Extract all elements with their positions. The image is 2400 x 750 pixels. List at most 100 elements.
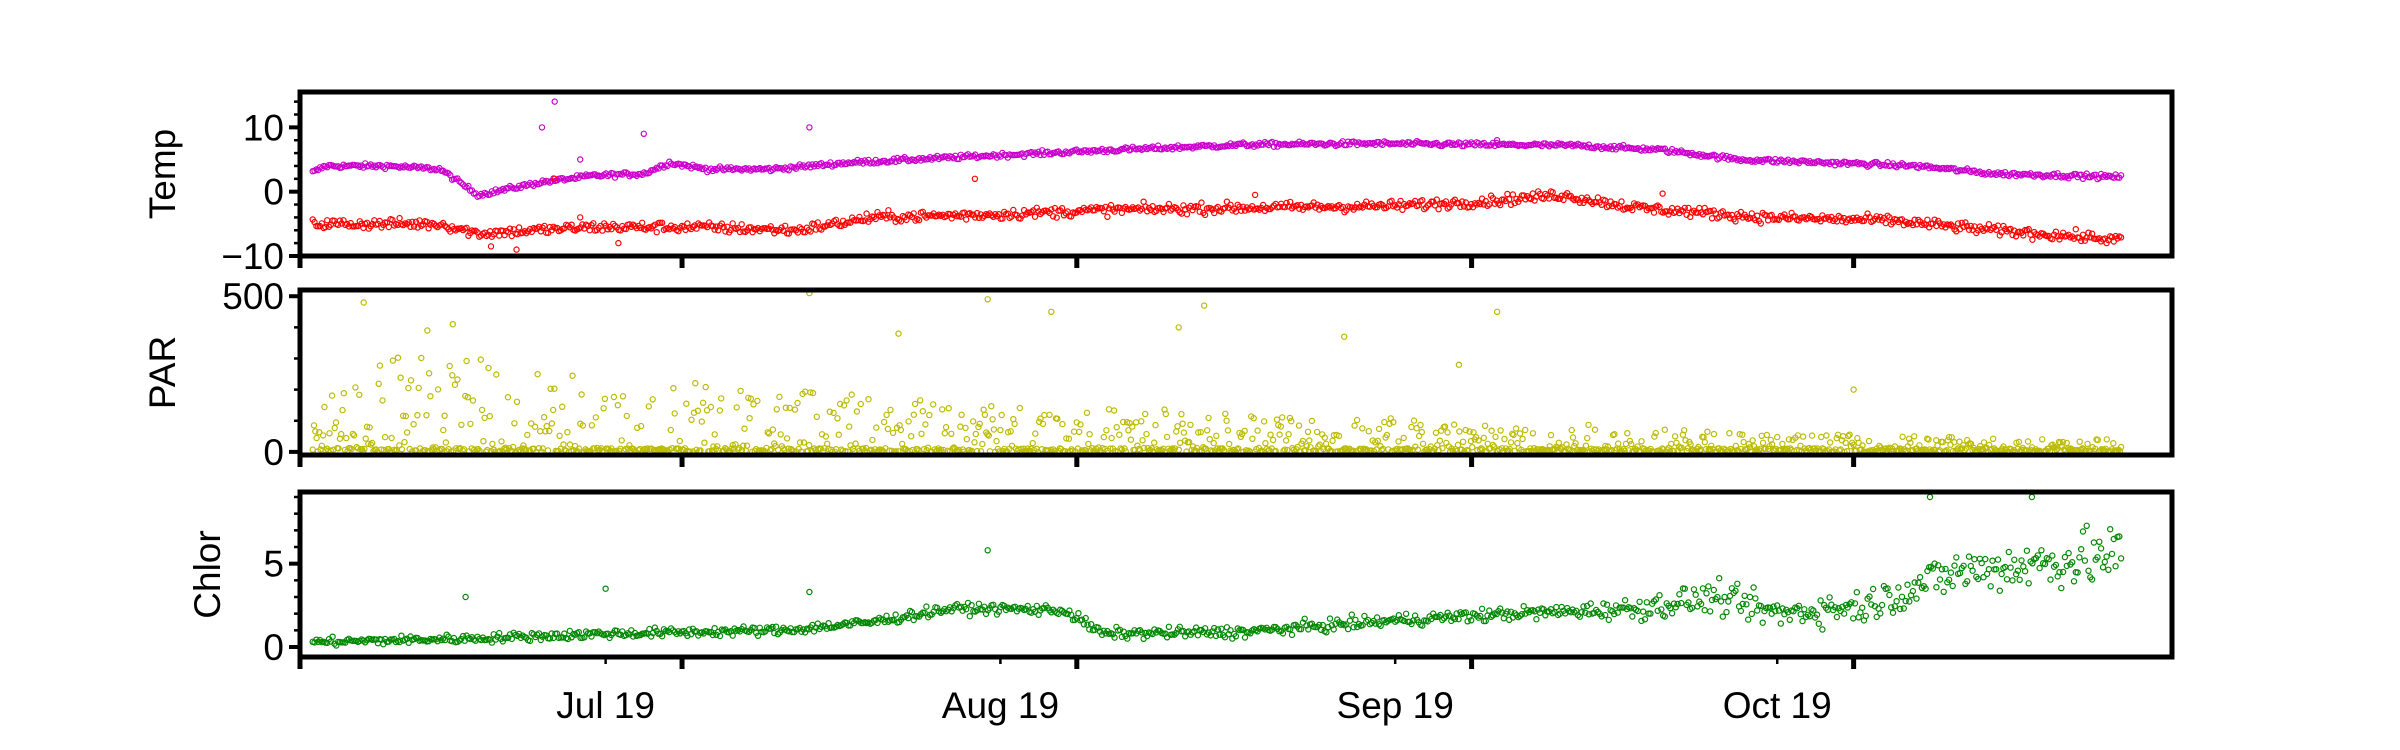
data-point [539, 445, 547, 452]
data-point [1408, 620, 1415, 628]
data-point [361, 445, 368, 453]
data-point [1297, 626, 1305, 633]
data-point [1287, 418, 1295, 425]
data-point [1665, 211, 1672, 218]
data-point [1127, 436, 1135, 443]
data-point [1877, 213, 1884, 221]
data-point [1341, 208, 1348, 216]
data-point [637, 422, 645, 430]
data-point [918, 430, 925, 437]
data-point [478, 406, 486, 414]
panel-frame [297, 287, 2175, 458]
data-point [310, 422, 318, 429]
data-point [1104, 213, 1111, 220]
data-point [375, 380, 382, 387]
data-point [1477, 612, 1484, 620]
data-point [1759, 619, 1766, 626]
data-point [1308, 417, 1316, 425]
data-point [905, 418, 912, 425]
data-point [1134, 442, 1141, 449]
data-point [1753, 607, 1761, 614]
data-point [1980, 574, 1987, 581]
data-point [1329, 437, 1336, 444]
data-point [1815, 620, 1823, 627]
data-point [966, 613, 974, 620]
data-point [599, 227, 606, 234]
data-point [1189, 145, 1196, 152]
data-point [648, 633, 655, 640]
data-point [778, 224, 785, 231]
data-point [513, 398, 521, 405]
x-tick-label: Oct 19 [1723, 685, 1832, 726]
data-point [2054, 233, 2061, 240]
data-point [316, 429, 323, 436]
data-point [883, 215, 890, 222]
data-point [2011, 556, 2018, 564]
data-point [1172, 428, 1180, 435]
data-point [852, 440, 859, 447]
data-point [1685, 599, 1692, 606]
data-point [1272, 139, 1279, 147]
data-point [1105, 205, 1113, 212]
data-point [451, 381, 459, 388]
data-point [1611, 431, 1618, 438]
data-point [1627, 440, 1635, 448]
data-point [1706, 446, 1714, 453]
data-point [1965, 553, 1973, 560]
data-point [528, 420, 535, 427]
data-point [1510, 431, 1517, 439]
data-point [1785, 436, 1793, 443]
data-point [834, 221, 841, 228]
data-point [1113, 424, 1120, 431]
data-point [1435, 613, 1442, 620]
data-point [1167, 207, 1174, 214]
data-point [1304, 428, 1312, 435]
data-point [963, 216, 970, 223]
data-point [1229, 207, 1236, 214]
data-point [741, 425, 748, 432]
data-point [1037, 415, 1044, 422]
data-point [1898, 593, 1906, 601]
data-point [985, 432, 993, 439]
data-point [1910, 433, 1918, 440]
data-point [769, 426, 777, 433]
data-point [2036, 564, 2043, 572]
data-point [1413, 425, 1420, 432]
data-point [1295, 422, 1303, 429]
data-point [805, 442, 813, 449]
data-point [1692, 591, 1699, 598]
data-point [1618, 198, 1625, 205]
data-point [2012, 571, 2020, 578]
data-point-peak [1493, 308, 1501, 315]
data-point [1860, 217, 1868, 225]
data-point [362, 435, 369, 442]
data-point [1922, 585, 1929, 592]
data-point [1260, 418, 1268, 425]
data-point [684, 632, 691, 640]
data-point [356, 391, 363, 398]
data-point [941, 430, 949, 437]
data-point [1533, 616, 1540, 623]
data-point [658, 633, 666, 640]
data-point [1866, 593, 1873, 600]
data-point [1915, 579, 1922, 586]
data-point [1652, 429, 1659, 437]
data-point [1569, 434, 1577, 441]
data-point [644, 445, 651, 452]
x-tick-labels: Jul 19 Aug 19 Sep 19 Oct 19 [556, 685, 1831, 726]
data-point [764, 429, 771, 436]
data-point [588, 422, 596, 429]
data-point [1077, 421, 1084, 428]
data-point [1677, 599, 1685, 607]
data-point [981, 212, 988, 220]
data-point [1956, 438, 1963, 445]
data-point [1553, 603, 1560, 611]
data-point [1840, 610, 1848, 617]
data-point [1704, 428, 1711, 435]
data-point [441, 412, 448, 419]
data-point [1521, 426, 1529, 434]
data-point-peak [360, 299, 367, 306]
data-point [1779, 605, 1786, 612]
data-point [997, 426, 1004, 434]
data-point [1152, 421, 1159, 429]
